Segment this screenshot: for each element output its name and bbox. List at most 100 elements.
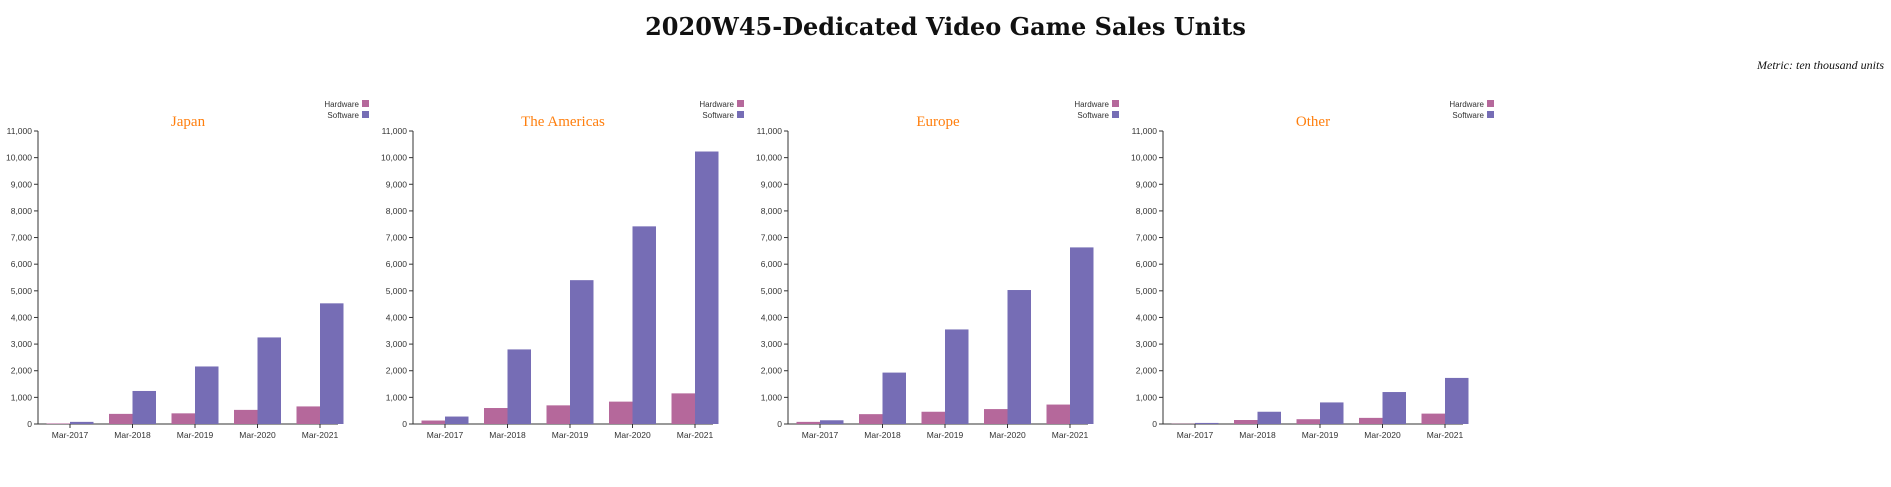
x-tick-label: Mar-2019 xyxy=(552,430,589,440)
panel-title: Other xyxy=(1296,114,1330,130)
x-tick-label: Mar-2017 xyxy=(1177,430,1214,440)
x-tick-label: Mar-2018 xyxy=(864,430,901,440)
y-tick-label: 5,000 xyxy=(1136,286,1158,296)
bar-hardware xyxy=(484,408,508,424)
y-tick-label: 3,000 xyxy=(761,339,783,349)
legend-swatch xyxy=(362,111,369,118)
y-tick-label: 5,000 xyxy=(11,286,33,296)
y-tick-label: 8,000 xyxy=(761,206,783,216)
y-tick-label: 10,000 xyxy=(381,153,407,163)
bar-hardware xyxy=(1359,417,1383,424)
bar-software xyxy=(632,226,656,424)
legend-label: Software xyxy=(1452,111,1484,120)
bar-hardware xyxy=(1234,420,1258,424)
x-tick-label: Mar-2018 xyxy=(1239,430,1276,440)
legend-swatch xyxy=(1487,111,1494,118)
y-tick-label: 7,000 xyxy=(386,233,408,243)
bar-software xyxy=(1382,392,1406,424)
legend-swatch xyxy=(362,100,369,107)
bar-hardware xyxy=(859,414,883,424)
metric-note: Metric: ten thousand units xyxy=(1757,58,1884,72)
x-tick-label: Mar-2019 xyxy=(1302,430,1339,440)
panel-title: Japan xyxy=(171,114,206,130)
x-tick-label: Mar-2021 xyxy=(1427,430,1464,440)
x-tick-label: Mar-2018 xyxy=(489,430,526,440)
bar-software xyxy=(570,280,594,424)
chart-panel: Japan Hardware Software 0 1,000 2,000 3,000 4,0… xyxy=(6,100,369,440)
y-tick-label: 1,000 xyxy=(386,392,408,402)
y-tick-label: 11,000 xyxy=(7,126,33,136)
x-tick-label: Mar-2020 xyxy=(614,430,651,440)
y-tick-label: 5,000 xyxy=(761,286,783,296)
legend-label: Hardware xyxy=(324,100,359,109)
chart-panel: The Americas Hardware Software 0 1,000 2,000 3… xyxy=(381,100,744,440)
y-tick-label: 9,000 xyxy=(11,179,33,189)
x-tick-label: Mar-2021 xyxy=(1052,430,1089,440)
legend-swatch xyxy=(1487,100,1494,107)
y-tick-label: 11,000 xyxy=(382,126,408,136)
x-tick-label: Mar-2020 xyxy=(989,430,1026,440)
y-tick-label: 10,000 xyxy=(1131,153,1157,163)
y-tick-label: 0 xyxy=(777,419,782,429)
bar-software xyxy=(1445,377,1469,424)
bar-hardware xyxy=(421,420,445,424)
y-tick-label: 8,000 xyxy=(11,206,33,216)
bar-hardware xyxy=(109,413,133,424)
bar-software xyxy=(1070,247,1094,424)
y-tick-label: 2,000 xyxy=(386,366,408,376)
y-tick-label: 11,000 xyxy=(1132,126,1158,136)
x-tick-label: Mar-2018 xyxy=(114,430,151,440)
y-tick-label: 5,000 xyxy=(386,286,408,296)
y-tick-label: 8,000 xyxy=(386,206,408,216)
x-tick-label: Mar-2019 xyxy=(927,430,964,440)
bar-software xyxy=(1195,422,1219,424)
x-tick-label: Mar-2020 xyxy=(1364,430,1401,440)
y-tick-label: 3,000 xyxy=(11,339,33,349)
bar-software xyxy=(70,421,94,424)
y-tick-label: 2,000 xyxy=(11,366,33,376)
chart-panel: Other Hardware Software 0 1,000 2,000 3,000 4,0… xyxy=(1131,100,1494,440)
x-tick-label: Mar-2021 xyxy=(302,430,339,440)
legend-label: Hardware xyxy=(1449,100,1484,109)
y-tick-label: 0 xyxy=(1152,419,1157,429)
chart-panel: Europe Hardware Software 0 1,000 2,000 3,000 4,… xyxy=(756,100,1119,440)
bar-hardware xyxy=(671,393,695,424)
bar-hardware xyxy=(921,411,945,424)
y-tick-label: 6,000 xyxy=(11,259,33,269)
y-tick-label: 1,000 xyxy=(761,392,783,402)
legend-label: Software xyxy=(702,111,734,120)
bar-software xyxy=(820,420,844,424)
bar-software xyxy=(1320,402,1344,424)
y-tick-label: 4,000 xyxy=(11,312,33,322)
y-tick-label: 2,000 xyxy=(1136,366,1158,376)
y-tick-label: 6,000 xyxy=(1136,259,1158,269)
x-tick-label: Mar-2017 xyxy=(52,430,89,440)
bar-hardware xyxy=(796,421,820,424)
y-tick-label: 3,000 xyxy=(386,339,408,349)
y-tick-label: 6,000 xyxy=(386,259,408,269)
bar-software xyxy=(257,337,281,424)
bar-software xyxy=(945,329,969,424)
y-tick-label: 0 xyxy=(402,419,407,429)
bar-hardware xyxy=(1046,404,1070,424)
y-tick-label: 4,000 xyxy=(1136,312,1158,322)
legend-label: Hardware xyxy=(699,100,734,109)
bar-software xyxy=(695,151,719,424)
y-tick-label: 7,000 xyxy=(1136,233,1158,243)
legend-swatch xyxy=(737,111,744,118)
bar-hardware xyxy=(296,406,320,424)
y-tick-label: 9,000 xyxy=(1136,179,1158,189)
bar-hardware xyxy=(234,409,258,424)
bar-hardware xyxy=(1296,419,1320,424)
bar-hardware xyxy=(984,409,1008,424)
y-tick-label: 2,000 xyxy=(761,366,783,376)
bar-software xyxy=(445,416,469,424)
y-tick-label: 3,000 xyxy=(1136,339,1158,349)
bar-software xyxy=(507,349,531,424)
y-tick-label: 7,000 xyxy=(761,233,783,243)
x-tick-label: Mar-2020 xyxy=(239,430,276,440)
y-tick-label: 9,000 xyxy=(386,179,408,189)
panel-title: Europe xyxy=(916,114,960,130)
bar-hardware xyxy=(546,405,570,424)
